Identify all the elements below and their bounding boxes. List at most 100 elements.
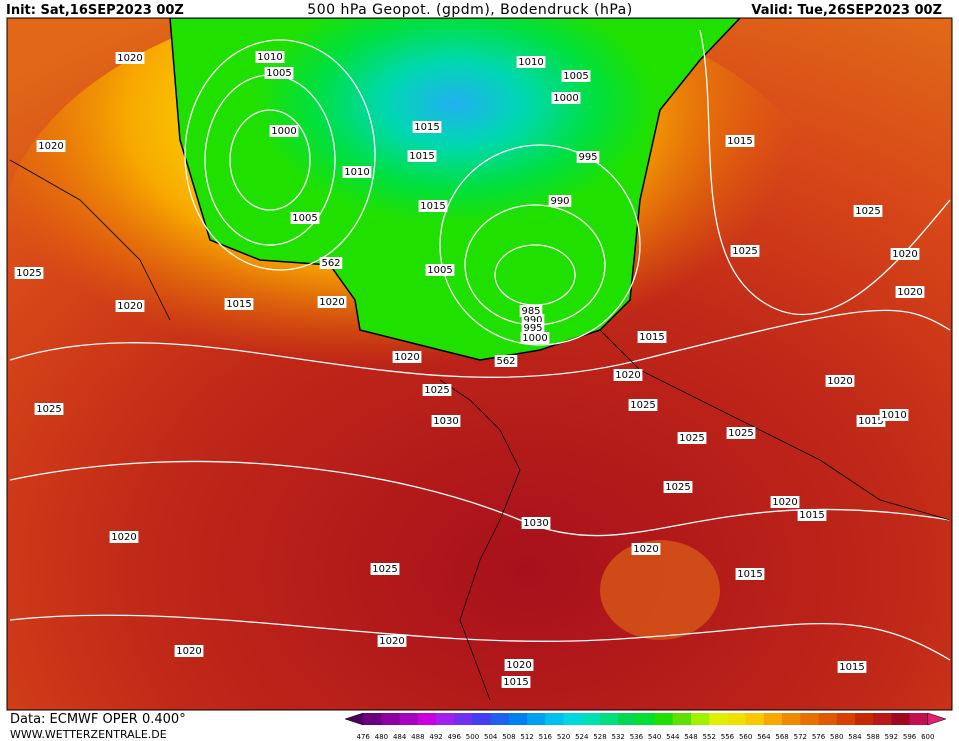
isobar-label-box — [174, 645, 204, 657]
colorbar-label: 508 — [502, 733, 515, 741]
isobar-label: 1015 — [639, 332, 664, 343]
isobar-label: 562 — [496, 356, 515, 367]
colorbar-label: 588 — [866, 733, 879, 741]
colorbar-swatch — [691, 713, 710, 725]
isobar-label: 1020 — [38, 141, 63, 152]
isobar-label: 1020 — [394, 352, 419, 363]
isobar-label-box — [431, 415, 461, 427]
isobar-label-box — [520, 332, 550, 344]
colorbar-label: 528 — [593, 733, 606, 741]
isobar-label: 1020 — [633, 544, 658, 555]
isobar-label-box — [392, 351, 422, 363]
colorbar-swatch — [490, 713, 510, 725]
isobar-label-box — [895, 286, 925, 298]
colorbar-swatch — [909, 713, 929, 725]
colorbar-label: 580 — [830, 733, 843, 741]
isobar-label-box — [856, 415, 886, 427]
isobar-label-box — [637, 331, 667, 343]
isobar-label: 1020 — [897, 287, 922, 298]
isobar-label: 1010 — [881, 410, 906, 421]
isobar-label-box — [663, 481, 693, 493]
isobar-label-box — [879, 409, 909, 421]
isobar-label-box — [407, 150, 437, 162]
isobar-label: 1010 — [344, 167, 369, 178]
colorbar-swatch — [581, 713, 601, 725]
colorbar-label: 596 — [903, 733, 917, 741]
isobar-label: 1025 — [665, 482, 690, 493]
isobar-label: 1005 — [563, 71, 588, 82]
isobar-label-box — [264, 67, 294, 79]
isobar-label-box — [726, 427, 756, 439]
isobar-label-box — [837, 661, 867, 673]
website: WWW.WETTERZENTRALE.DE — [10, 728, 167, 741]
isobar-label: 1025 — [679, 433, 704, 444]
isobar-label-box — [561, 70, 591, 82]
colorbar-swatch — [454, 713, 473, 725]
isobar-label-box — [504, 659, 534, 671]
isobar-label: 990 — [523, 315, 542, 326]
colorbar-label: 500 — [466, 733, 479, 741]
colorbar: 476 480 484 488 492 496 500 504 508 512 516 520 524 5… — [344, 712, 947, 741]
colorbar-label: 512 — [520, 733, 533, 741]
isobar-label-box — [36, 140, 66, 152]
colorbar-label: 484 — [393, 733, 407, 741]
isobar-label: 1020 — [772, 497, 797, 508]
colorbar-label: 540 — [648, 733, 661, 741]
isobar-label: 1020 — [506, 660, 531, 671]
colorbar-swatch — [891, 713, 911, 725]
isobar-label-box — [735, 568, 765, 580]
isobar-label: 1025 — [36, 404, 61, 415]
isobar-label-box — [14, 267, 44, 279]
isobar-label-box — [730, 245, 760, 257]
colorbar-swatch — [854, 713, 874, 725]
isobar-label-box — [418, 200, 448, 212]
isobar-label: 990 — [550, 196, 569, 207]
isobar-label-box — [224, 298, 254, 310]
isobar-label: 1000 — [553, 93, 578, 104]
isobar-label-box — [628, 399, 658, 411]
colorbar-swatch — [527, 713, 546, 725]
isobar-label-box — [501, 676, 531, 688]
isobar-label-box — [548, 195, 572, 207]
isobar-label-box — [319, 257, 343, 269]
isobar-label: 1030 — [433, 416, 458, 427]
isobar-label: 562 — [321, 258, 340, 269]
isobar-label: 1015 — [503, 677, 528, 688]
isobar-label: 1030 — [523, 518, 548, 529]
colorbar-label: 560 — [739, 733, 752, 741]
isobar-label: 1005 — [266, 68, 291, 79]
colorbar-swatch — [363, 713, 382, 725]
isobar-label: 995 — [578, 152, 597, 163]
colorbar-swatch — [836, 713, 856, 725]
colorbar-swatch — [508, 713, 528, 725]
isobar-label: 1015 — [839, 662, 864, 673]
warm-spot — [600, 540, 720, 640]
isobar-label: 1015 — [858, 416, 883, 427]
isobar-label: 1000 — [271, 126, 296, 137]
isobar-label-box — [377, 635, 407, 647]
isobar-label: 1020 — [117, 53, 142, 64]
isobar-labels: 1020 101010051000100510101015101510151010… — [14, 51, 925, 688]
colorbar-swatch — [563, 713, 583, 725]
colorbar-swatch — [745, 713, 765, 725]
isobar-label-box — [576, 151, 600, 163]
colorbar-swatch — [763, 713, 783, 725]
isobar-label-box — [825, 375, 855, 387]
cold-pool — [169, 18, 742, 361]
isobar-label: 1025 — [424, 385, 449, 396]
isobar-label-box — [551, 92, 581, 104]
isobar-label: 995 — [523, 323, 542, 334]
isobar-label: 1020 — [615, 370, 640, 381]
colorbar-label: 576 — [812, 733, 826, 741]
colorbar-label: 572 — [794, 733, 807, 741]
colorbar-swatch — [399, 713, 419, 725]
isobar-label-box — [797, 509, 827, 521]
isobar-label-box — [853, 205, 883, 217]
isobar-label: 1020 — [379, 636, 404, 647]
colorbar-cap — [927, 712, 947, 726]
colorbar-swatch — [472, 713, 492, 725]
colorbar-swatch — [599, 713, 619, 725]
isobar-label-box — [725, 135, 755, 147]
isobar-label: 1025 — [630, 400, 655, 411]
